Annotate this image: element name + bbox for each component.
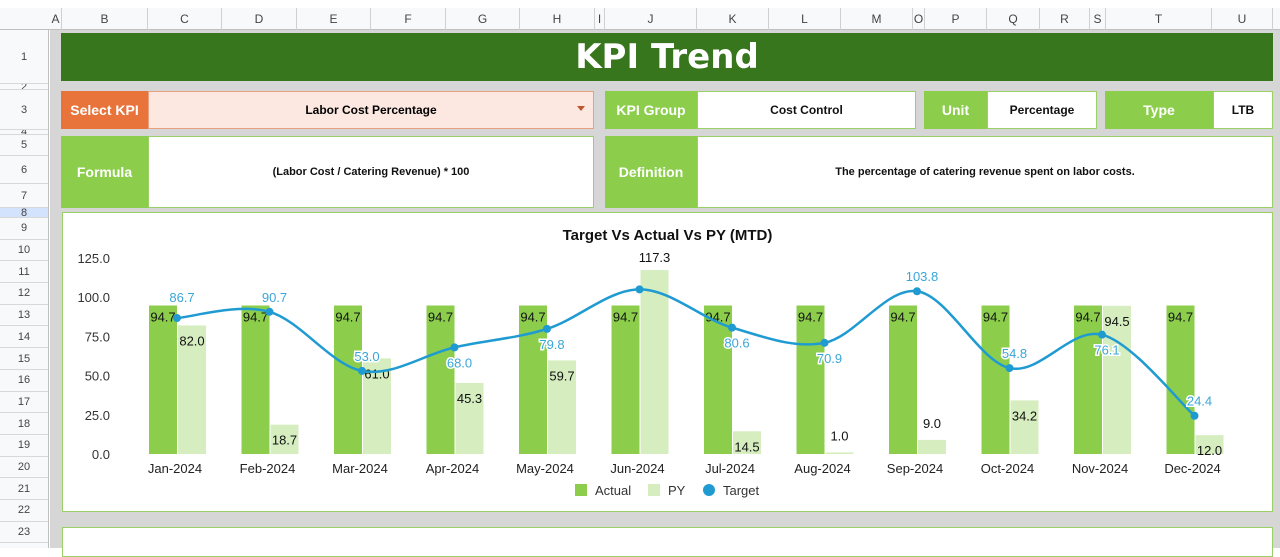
- column-header[interactable]: S: [1090, 8, 1106, 30]
- unit-value: Percentage: [987, 91, 1097, 129]
- row-header[interactable]: 14: [0, 327, 48, 349]
- row-header[interactable]: 20: [0, 457, 48, 479]
- column-header[interactable]: J: [605, 8, 697, 30]
- definition-value: The percentage of catering revenue spent…: [697, 136, 1273, 208]
- column-header[interactable]: G: [446, 8, 520, 30]
- column-header[interactable]: Q: [987, 8, 1040, 30]
- formula-value: (Labor Cost / Catering Revenue) * 100: [148, 136, 594, 208]
- column-header[interactable]: B: [62, 8, 148, 30]
- row-header[interactable]: 22: [0, 500, 48, 522]
- column-header[interactable]: T: [1106, 8, 1212, 30]
- row-header[interactable]: 7: [0, 184, 48, 208]
- chart-panel: [62, 212, 1273, 512]
- column-header[interactable]: U: [1212, 8, 1273, 30]
- page-title: KPI Trend: [61, 33, 1273, 81]
- second-panel: [62, 527, 1273, 557]
- column-header[interactable]: P: [925, 8, 987, 30]
- row-header[interactable]: 23: [0, 522, 48, 544]
- type-label: Type: [1105, 91, 1213, 129]
- definition-label: Definition: [605, 136, 697, 208]
- column-header[interactable]: I: [595, 8, 605, 30]
- row-header[interactable]: 11: [0, 261, 48, 284]
- column-header[interactable]: M: [841, 8, 913, 30]
- row-header[interactable]: 4: [0, 130, 48, 135]
- column-header[interactable]: C: [148, 8, 222, 30]
- chart-title: Target Vs Actual Vs PY (MTD): [562, 226, 773, 244]
- column-header[interactable]: L: [769, 8, 841, 30]
- kpi-group-label: KPI Group: [605, 91, 697, 129]
- column-header[interactable]: R: [1040, 8, 1090, 30]
- select-kpi-label: Select KPI: [61, 91, 148, 129]
- row-header[interactable]: 2: [0, 84, 48, 90]
- kpi-group-value: Cost Control: [697, 91, 916, 129]
- column-header[interactable]: E: [297, 8, 371, 30]
- column-header[interactable]: O: [913, 8, 925, 30]
- chevron-down-icon[interactable]: [577, 106, 585, 111]
- row-header[interactable]: 12: [0, 283, 48, 305]
- row-header[interactable]: 18: [0, 413, 48, 435]
- column-header[interactable]: F: [371, 8, 446, 30]
- row-header[interactable]: 1: [0, 30, 48, 84]
- row-header[interactable]: 21: [0, 478, 48, 501]
- row-header[interactable]: 8: [0, 208, 48, 218]
- column-header[interactable]: K: [697, 8, 769, 30]
- formula-label: Formula: [61, 136, 148, 208]
- row-header[interactable]: 10: [0, 240, 48, 262]
- select-kpi-dropdown[interactable]: Labor Cost Percentage: [148, 91, 594, 129]
- row-header[interactable]: 15: [0, 348, 48, 370]
- row-header[interactable]: 19: [0, 435, 48, 457]
- row-header[interactable]: 3: [0, 90, 48, 130]
- row-header-bar: 1234567891011121314151617181920212223: [0, 30, 49, 548]
- select-kpi-value: Labor Cost Percentage: [305, 103, 437, 117]
- row-header[interactable]: 5: [0, 135, 48, 156]
- unit-label: Unit: [924, 91, 987, 129]
- column-header[interactable]: H: [520, 8, 595, 30]
- row-header[interactable]: 13: [0, 305, 48, 327]
- column-header[interactable]: A: [50, 8, 62, 30]
- row-header[interactable]: 16: [0, 370, 48, 392]
- row-header[interactable]: 17: [0, 392, 48, 414]
- column-header[interactable]: D: [222, 8, 297, 30]
- row-header[interactable]: 9: [0, 218, 48, 240]
- row-header[interactable]: 6: [0, 156, 48, 184]
- type-value: LTB: [1213, 91, 1273, 129]
